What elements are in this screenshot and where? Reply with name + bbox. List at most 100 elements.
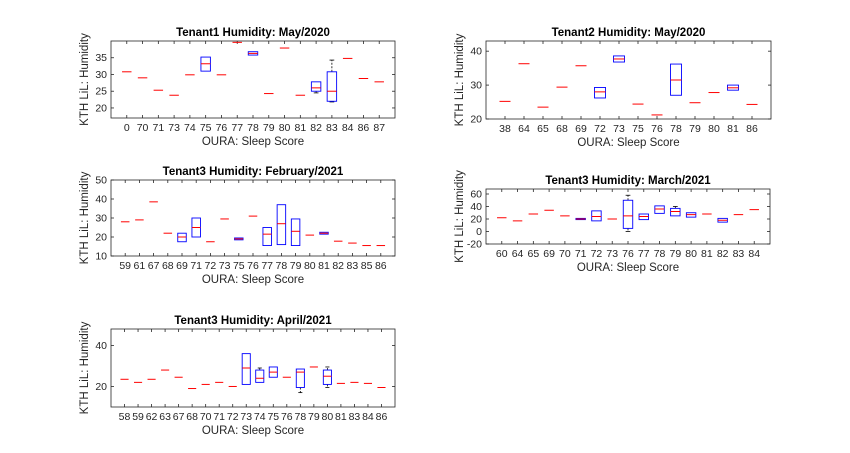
subplot-2: 20 30 40 38 64 65 68 69 72 73 75 76 78 79 80 81 86 Tenant… <box>454 27 772 149</box>
y-tick-label: 30 <box>95 213 107 225</box>
y-tick-label: 30 <box>470 80 482 92</box>
x-tick-label: 76 <box>281 411 293 423</box>
x-tick-label: 84 <box>362 411 374 423</box>
box-iqr <box>594 87 606 99</box>
x-tick-label: 77 <box>638 248 650 260</box>
x-tick-label: 82 <box>310 122 322 134</box>
y-tick-label: 35 <box>95 52 107 64</box>
x-tick-label: 76 <box>651 123 663 135</box>
x-tick-label: 84 <box>342 122 354 134</box>
x-tick-label: 86 <box>358 122 370 134</box>
box-77 <box>638 213 649 221</box>
x-tick-label: 73 <box>606 248 618 260</box>
x-tick-label: 78 <box>670 123 682 135</box>
box-iqr <box>290 218 301 246</box>
x-tick-label: 69 <box>575 123 587 135</box>
x-tick-label: 70 <box>200 411 212 423</box>
x-tick-label: 80 <box>322 411 334 423</box>
box-72 <box>594 87 606 99</box>
box-iqr <box>241 353 251 385</box>
box-78 <box>654 205 665 214</box>
box-75 <box>234 237 244 241</box>
x-tick-label: 85 <box>361 260 373 272</box>
x-tick-label: 68 <box>556 123 568 135</box>
x-tick-label: 86 <box>375 260 387 272</box>
x-tick-label: 83 <box>349 411 361 423</box>
x-tick-label: 76 <box>216 122 228 134</box>
x-tick-label: 86 <box>746 123 758 135</box>
axes-box <box>110 40 396 119</box>
y-tick-label: 20 <box>95 232 107 244</box>
box-iqr <box>276 204 287 246</box>
x-tick-label: 69 <box>176 260 188 272</box>
axes-box <box>485 40 772 120</box>
x-tick-label: 78 <box>276 260 288 272</box>
box-78 <box>295 368 305 394</box>
x-tick-label: 67 <box>148 260 160 272</box>
x-axis-label: OURA: Sleep Score <box>202 425 304 437</box>
x-tick-label: 78 <box>247 122 259 134</box>
chart-title: Tenant3 Humidity: February/2021 <box>163 166 344 178</box>
x-tick-label: 72 <box>594 123 606 135</box>
y-tick-label: 20 <box>470 114 482 126</box>
x-tick-label: 80 <box>304 260 316 272</box>
x-tick-label: 73 <box>168 122 180 134</box>
x-tick-label: 83 <box>733 248 745 260</box>
box-79 <box>290 218 301 246</box>
y-tick-label: 20 <box>95 102 107 114</box>
y-tick-label: 25 <box>95 86 107 98</box>
box-79 <box>670 206 681 217</box>
x-tick-label: 65 <box>527 248 539 260</box>
axes-box <box>110 179 396 257</box>
box-75 <box>200 56 211 72</box>
x-tick-label: 72 <box>205 260 217 272</box>
box-83 <box>326 59 338 103</box>
x-tick-label: 75 <box>233 260 245 272</box>
box-iqr <box>670 207 681 217</box>
axes-box <box>485 188 771 245</box>
x-tick-label: 64 <box>518 123 530 135</box>
x-tick-label: 80 <box>685 248 697 260</box>
x-tick-label: 75 <box>267 411 279 423</box>
y-tick-label: 0 <box>476 226 482 238</box>
y-tick-label: 20 <box>95 381 107 393</box>
box-78 <box>276 204 287 246</box>
x-tick-label: 79 <box>308 411 320 423</box>
box-78 <box>247 51 259 56</box>
box-iqr <box>255 369 265 383</box>
box-78 <box>670 63 682 96</box>
box-82 <box>310 81 322 94</box>
x-tick-label: 73 <box>613 123 625 135</box>
y-tick-label: 40 <box>470 46 482 58</box>
x-tick-label: 72 <box>591 248 603 260</box>
y-tick-label: 40 <box>470 201 482 213</box>
x-tick-label: 76 <box>622 248 634 260</box>
x-tick-label: 73 <box>240 411 252 423</box>
x-tick-label: 81 <box>335 411 347 423</box>
box-77 <box>262 227 272 246</box>
x-tick-label: 38 <box>499 123 511 135</box>
box-71 <box>191 217 201 238</box>
x-tick-label: 79 <box>689 123 701 135</box>
box-80 <box>322 366 332 388</box>
x-tick-label: 78 <box>294 411 306 423</box>
box-iqr <box>295 368 305 388</box>
x-axis-label: OURA: Sleep Score <box>577 262 679 274</box>
chart-title: Tenant3 Humidity: April/2021 <box>174 315 332 327</box>
chart-title: Tenant1 Humidity: May/2020 <box>176 27 330 39</box>
y-tick-label: -20 <box>467 239 482 251</box>
x-tick-label: 81 <box>294 122 306 134</box>
x-tick-label: 82 <box>332 260 344 272</box>
x-tick-label: 59 <box>132 411 144 423</box>
x-tick-label: 81 <box>318 260 330 272</box>
y-tick-label: 60 <box>470 189 482 201</box>
x-tick-label: 80 <box>279 122 291 134</box>
box-71 <box>575 217 586 221</box>
chart-title: Tenant3 Humidity: March/2021 <box>545 175 711 187</box>
x-tick-label: 83 <box>326 122 338 134</box>
x-axis-label: OURA: Sleep Score <box>202 274 304 286</box>
box-iqr <box>262 227 272 246</box>
x-tick-label: 71 <box>575 248 587 260</box>
